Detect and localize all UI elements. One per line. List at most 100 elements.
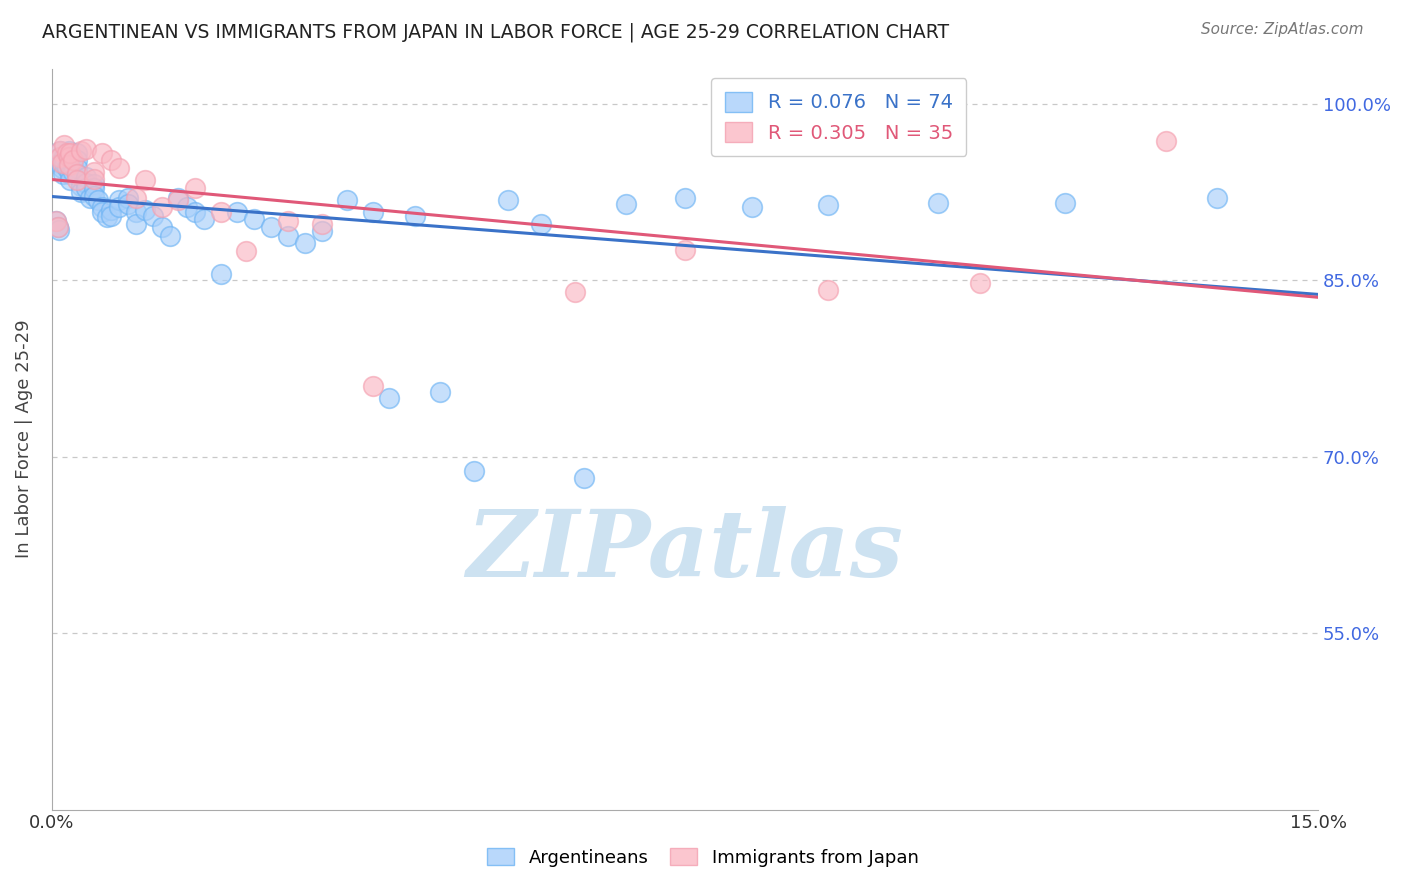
Point	[150, 220, 173, 235]
Point	[96, 210, 118, 224]
Point	[336, 194, 359, 208]
Point	[49, 144, 72, 158]
Point	[108, 161, 131, 176]
Point	[75, 169, 97, 184]
Point	[48, 222, 70, 236]
Point	[134, 202, 156, 217]
Point	[125, 217, 148, 231]
Point	[530, 217, 553, 231]
Point	[83, 172, 105, 186]
Point	[58, 150, 80, 164]
Point	[83, 165, 105, 179]
Legend: Argentineans, Immigrants from Japan: Argentineans, Immigrants from Japan	[479, 841, 927, 874]
Point	[66, 173, 89, 187]
Point	[361, 379, 384, 393]
Point	[70, 144, 93, 158]
Point	[100, 153, 122, 168]
Point	[58, 158, 80, 172]
Point	[193, 212, 215, 227]
Point	[294, 235, 316, 250]
Point	[83, 181, 105, 195]
Point	[56, 146, 79, 161]
Point	[49, 150, 72, 164]
Text: ARGENTINEAN VS IMMIGRANTS FROM JAPAN IN LABOR FORCE | AGE 25-29 CORRELATION CHAR: ARGENTINEAN VS IMMIGRANTS FROM JAPAN IN …	[42, 22, 949, 42]
Point	[108, 200, 131, 214]
Point	[142, 209, 165, 223]
Point	[87, 194, 110, 208]
Point	[463, 464, 485, 478]
Point	[167, 191, 190, 205]
Point	[46, 220, 69, 235]
Text: ZIPatlas: ZIPatlas	[467, 506, 904, 596]
Point	[134, 173, 156, 187]
Point	[184, 205, 207, 219]
Point	[53, 155, 76, 169]
Point	[91, 205, 114, 219]
Point	[361, 205, 384, 219]
Point	[150, 200, 173, 214]
Point	[125, 205, 148, 219]
Point	[496, 194, 519, 208]
Point	[741, 200, 763, 214]
Point	[53, 150, 76, 164]
Point	[62, 153, 84, 168]
Point	[235, 244, 257, 258]
Point	[66, 153, 89, 168]
Point	[49, 144, 72, 158]
Point	[311, 217, 333, 231]
Point	[79, 191, 101, 205]
Point	[108, 194, 131, 208]
Point	[58, 144, 80, 158]
Point	[75, 141, 97, 155]
Point	[378, 391, 401, 405]
Point	[51, 161, 73, 176]
Point	[58, 155, 80, 169]
Point	[49, 155, 72, 169]
Point	[56, 161, 79, 176]
Point	[45, 214, 67, 228]
Point	[62, 165, 84, 179]
Point	[66, 167, 89, 181]
Point	[176, 200, 198, 214]
Point	[75, 181, 97, 195]
Point	[1053, 195, 1076, 210]
Point	[91, 200, 114, 214]
Point	[311, 224, 333, 238]
Point	[49, 150, 72, 164]
Point	[969, 276, 991, 290]
Point	[66, 146, 89, 161]
Point	[184, 181, 207, 195]
Point	[70, 179, 93, 194]
Point	[70, 185, 93, 199]
Point	[1205, 191, 1227, 205]
Point	[673, 243, 696, 257]
Point	[125, 191, 148, 205]
Point	[66, 167, 89, 181]
Point	[209, 268, 232, 282]
Point	[58, 150, 80, 164]
Point	[66, 161, 89, 176]
Point	[167, 194, 190, 208]
Point	[51, 155, 73, 169]
Point	[83, 188, 105, 202]
Point	[100, 209, 122, 223]
Point	[117, 196, 139, 211]
Point	[53, 138, 76, 153]
Legend: R = 0.076   N = 74, R = 0.305   N = 35: R = 0.076 N = 74, R = 0.305 N = 35	[711, 78, 966, 156]
Point	[59, 146, 82, 161]
Point	[83, 177, 105, 191]
Point	[45, 214, 67, 228]
Point	[226, 205, 249, 219]
Point	[277, 228, 299, 243]
Point	[46, 220, 69, 235]
Point	[52, 167, 75, 181]
Point	[817, 198, 839, 212]
Point	[59, 167, 82, 181]
Point	[62, 158, 84, 172]
Point	[117, 191, 139, 205]
Point	[1154, 135, 1177, 149]
Point	[564, 285, 586, 299]
Point	[927, 195, 949, 210]
Point	[100, 202, 122, 217]
Point	[59, 173, 82, 187]
